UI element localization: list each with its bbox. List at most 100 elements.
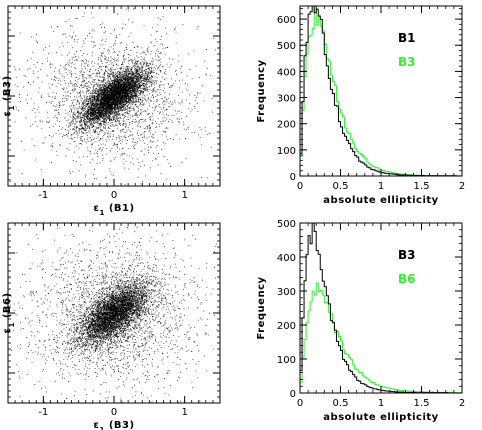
scatter-point bbox=[135, 91, 137, 92]
scatter-point bbox=[112, 110, 114, 112]
scatter-point bbox=[131, 81, 133, 83]
scatter-point bbox=[127, 95, 128, 97]
scatter-point bbox=[141, 74, 143, 75]
scatter-point bbox=[120, 91, 122, 92]
scatter-point bbox=[144, 72, 146, 74]
scatter-point bbox=[118, 100, 120, 102]
scatter-point bbox=[79, 132, 80, 134]
scatter-point bbox=[119, 75, 121, 77]
scatter-point bbox=[157, 68, 159, 70]
scatter-point bbox=[121, 80, 123, 82]
scatter-point bbox=[115, 91, 117, 92]
scatter-point bbox=[149, 67, 151, 69]
scatter-point bbox=[69, 143, 71, 145]
scatter-point bbox=[129, 82, 131, 84]
scatter-point bbox=[143, 103, 145, 105]
scatter-point bbox=[124, 77, 126, 79]
scatter-point bbox=[104, 109, 106, 111]
scatter-point bbox=[112, 91, 114, 93]
scatter-point bbox=[143, 79, 145, 81]
scatter-point bbox=[105, 115, 107, 117]
scatter-point bbox=[101, 106, 103, 108]
scatter-point bbox=[83, 108, 85, 110]
scatter-point bbox=[141, 88, 143, 90]
scatter-point bbox=[133, 95, 135, 97]
scatter-point bbox=[100, 104, 102, 106]
scatter-point bbox=[92, 107, 94, 109]
scatter-point bbox=[144, 77, 145, 79]
scatter-point bbox=[95, 96, 97, 98]
scatter-point bbox=[91, 127, 93, 128]
scatter-point bbox=[109, 113, 111, 115]
scatter-point bbox=[130, 80, 132, 82]
scatter-point bbox=[72, 114, 74, 116]
scatter-point bbox=[107, 124, 109, 126]
scatter-point bbox=[117, 85, 119, 87]
scatter-point bbox=[142, 97, 144, 99]
scatter-point bbox=[109, 119, 111, 121]
scatter-point bbox=[113, 75, 114, 77]
scatter-point bbox=[130, 79, 132, 81]
scatter-point bbox=[139, 79, 141, 81]
scatter-point bbox=[119, 84, 121, 86]
scatter-point bbox=[100, 87, 102, 89]
scatter-point bbox=[132, 109, 134, 111]
scatter-point bbox=[106, 89, 107, 91]
scatter-point bbox=[100, 95, 102, 97]
scatter-point bbox=[108, 91, 110, 93]
scatter-point bbox=[118, 83, 119, 85]
scatter-point bbox=[108, 95, 110, 97]
scatter-point bbox=[121, 83, 123, 85]
scatter-point bbox=[109, 104, 111, 106]
scatter-point bbox=[131, 67, 133, 69]
scatter-point bbox=[114, 116, 116, 118]
scatter-point bbox=[85, 100, 87, 102]
scatter-point bbox=[117, 79, 119, 81]
scatter-point bbox=[90, 96, 92, 98]
scatter-point bbox=[120, 109, 122, 111]
scatter-point bbox=[102, 80, 104, 82]
scatter-point bbox=[130, 102, 132, 103]
scatter-point bbox=[91, 101, 93, 102]
scatter-point bbox=[89, 100, 91, 102]
scatter-point bbox=[126, 94, 128, 96]
scatter-point bbox=[102, 91, 104, 93]
scatter-point bbox=[114, 82, 116, 84]
scatter-point bbox=[99, 104, 101, 106]
scatter-point bbox=[94, 108, 96, 110]
scatter-point bbox=[129, 76, 131, 78]
scatter-point bbox=[123, 99, 125, 101]
scatter-point bbox=[140, 72, 141, 73]
scatter-point bbox=[136, 79, 138, 81]
scatter-point bbox=[94, 114, 96, 115]
scatter-point bbox=[99, 107, 101, 109]
scatter-point bbox=[141, 69, 143, 71]
scatter-point bbox=[131, 97, 133, 99]
scatter-point bbox=[93, 113, 95, 115]
scatter-point bbox=[91, 106, 92, 108]
scatter-point bbox=[114, 103, 116, 105]
scatter-point bbox=[84, 115, 85, 117]
scatter-point bbox=[120, 96, 121, 98]
scatter-point bbox=[102, 104, 104, 106]
scatter-point bbox=[106, 93, 108, 95]
scatter-point bbox=[117, 111, 119, 113]
scatter-point bbox=[112, 99, 114, 101]
scatter-point bbox=[138, 68, 140, 70]
scatter-point bbox=[103, 119, 105, 121]
scatter-point bbox=[125, 69, 127, 71]
scatter-point bbox=[109, 75, 110, 77]
scatter-point bbox=[117, 105, 119, 107]
scatter-point bbox=[104, 109, 106, 111]
scatter-point bbox=[132, 76, 134, 78]
scatter-point bbox=[93, 112, 94, 113]
scatter-point bbox=[138, 67, 140, 69]
scatter-point bbox=[122, 100, 124, 102]
scatter-point bbox=[106, 92, 107, 94]
scatter-point bbox=[137, 85, 139, 87]
scatter-point bbox=[68, 149, 70, 151]
scatter-point bbox=[102, 101, 104, 103]
scatter-point bbox=[143, 87, 145, 89]
scatter-point bbox=[133, 91, 135, 92]
scatter-point bbox=[121, 94, 123, 96]
